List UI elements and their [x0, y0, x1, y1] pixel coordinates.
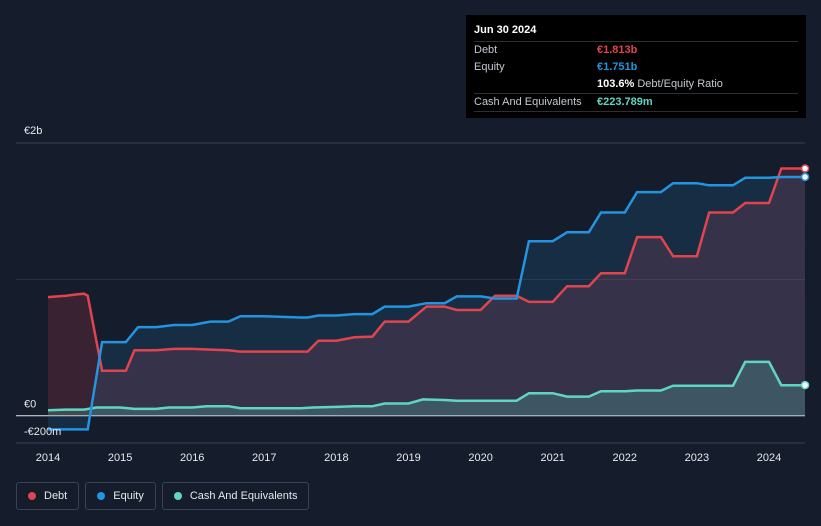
- y-tick-label: €2b: [24, 125, 42, 137]
- legend-cash-toggle[interactable]: Cash And Equivalents: [161, 482, 310, 510]
- tooltip-equity-label: Equity: [474, 61, 505, 73]
- tooltip-ratio-label: Debt/Equity Ratio: [637, 78, 723, 90]
- chart-legend: Debt Equity Cash And Equivalents: [16, 482, 310, 510]
- legend-cash-label: Cash And Equivalents: [189, 490, 298, 502]
- x-tick-label: 2015: [108, 452, 132, 464]
- x-tick-label: 2019: [396, 452, 420, 464]
- legend-debt-toggle[interactable]: Debt: [16, 482, 80, 510]
- x-tick-label: 2024: [757, 452, 781, 464]
- tooltip-debt-value: €1.813b: [597, 44, 638, 56]
- tooltip-ratio-value: 103.6%: [597, 78, 635, 90]
- debt-area: [48, 168, 806, 416]
- cash-end-dot: [800, 380, 810, 390]
- tooltip-row-ratio: 103.6% Debt/Equity Ratio: [474, 76, 798, 93]
- cash-area: [48, 361, 806, 416]
- legend-debt-label: Debt: [44, 490, 68, 502]
- x-tick-label: 2023: [685, 452, 709, 464]
- cash-line: [47, 360, 805, 412]
- tooltip-row-debt: Debt €1.813b: [474, 41, 798, 59]
- legend-equity-label: Equity: [113, 490, 144, 502]
- tooltip-cash-label: Cash And Equivalents: [474, 96, 582, 108]
- tooltip-panel: Jun 30 2024 Debt €1.813b Equity €1.751b …: [466, 15, 806, 118]
- equity-line: [48, 175, 805, 431]
- tooltip-date: Jun 30 2024: [474, 24, 537, 36]
- y-tick-label: €0: [24, 399, 36, 411]
- debt-dot-icon: [28, 492, 36, 500]
- cash-dot-icon: [173, 492, 182, 500]
- tooltip-row-cash: Cash And Equivalents €223.789m: [474, 93, 798, 112]
- tooltip-cash-value: €223.789m: [597, 96, 653, 108]
- legend-equity-toggle[interactable]: Equity: [85, 482, 156, 510]
- x-tick-label: 2020: [468, 452, 492, 464]
- equity-end-dot: [800, 172, 810, 182]
- x-tick-label: 2021: [540, 452, 564, 464]
- x-tick-label: 2018: [324, 452, 348, 464]
- x-tick-label: 2016: [180, 452, 204, 464]
- x-tick-label: 2022: [613, 452, 637, 464]
- debt-end-dot: [800, 164, 810, 173]
- tooltip-row-equity: Equity €1.751b: [474, 59, 798, 76]
- tooltip-debt-label: Debt: [474, 44, 498, 56]
- tooltip-equity-value: €1.751b: [597, 61, 638, 73]
- x-tick-label: 2017: [252, 452, 276, 464]
- equity-dot-icon: [97, 492, 106, 500]
- x-tick-label: 2014: [36, 452, 60, 464]
- debt-line: [47, 167, 805, 372]
- y-tick-label: -€200m: [24, 426, 61, 438]
